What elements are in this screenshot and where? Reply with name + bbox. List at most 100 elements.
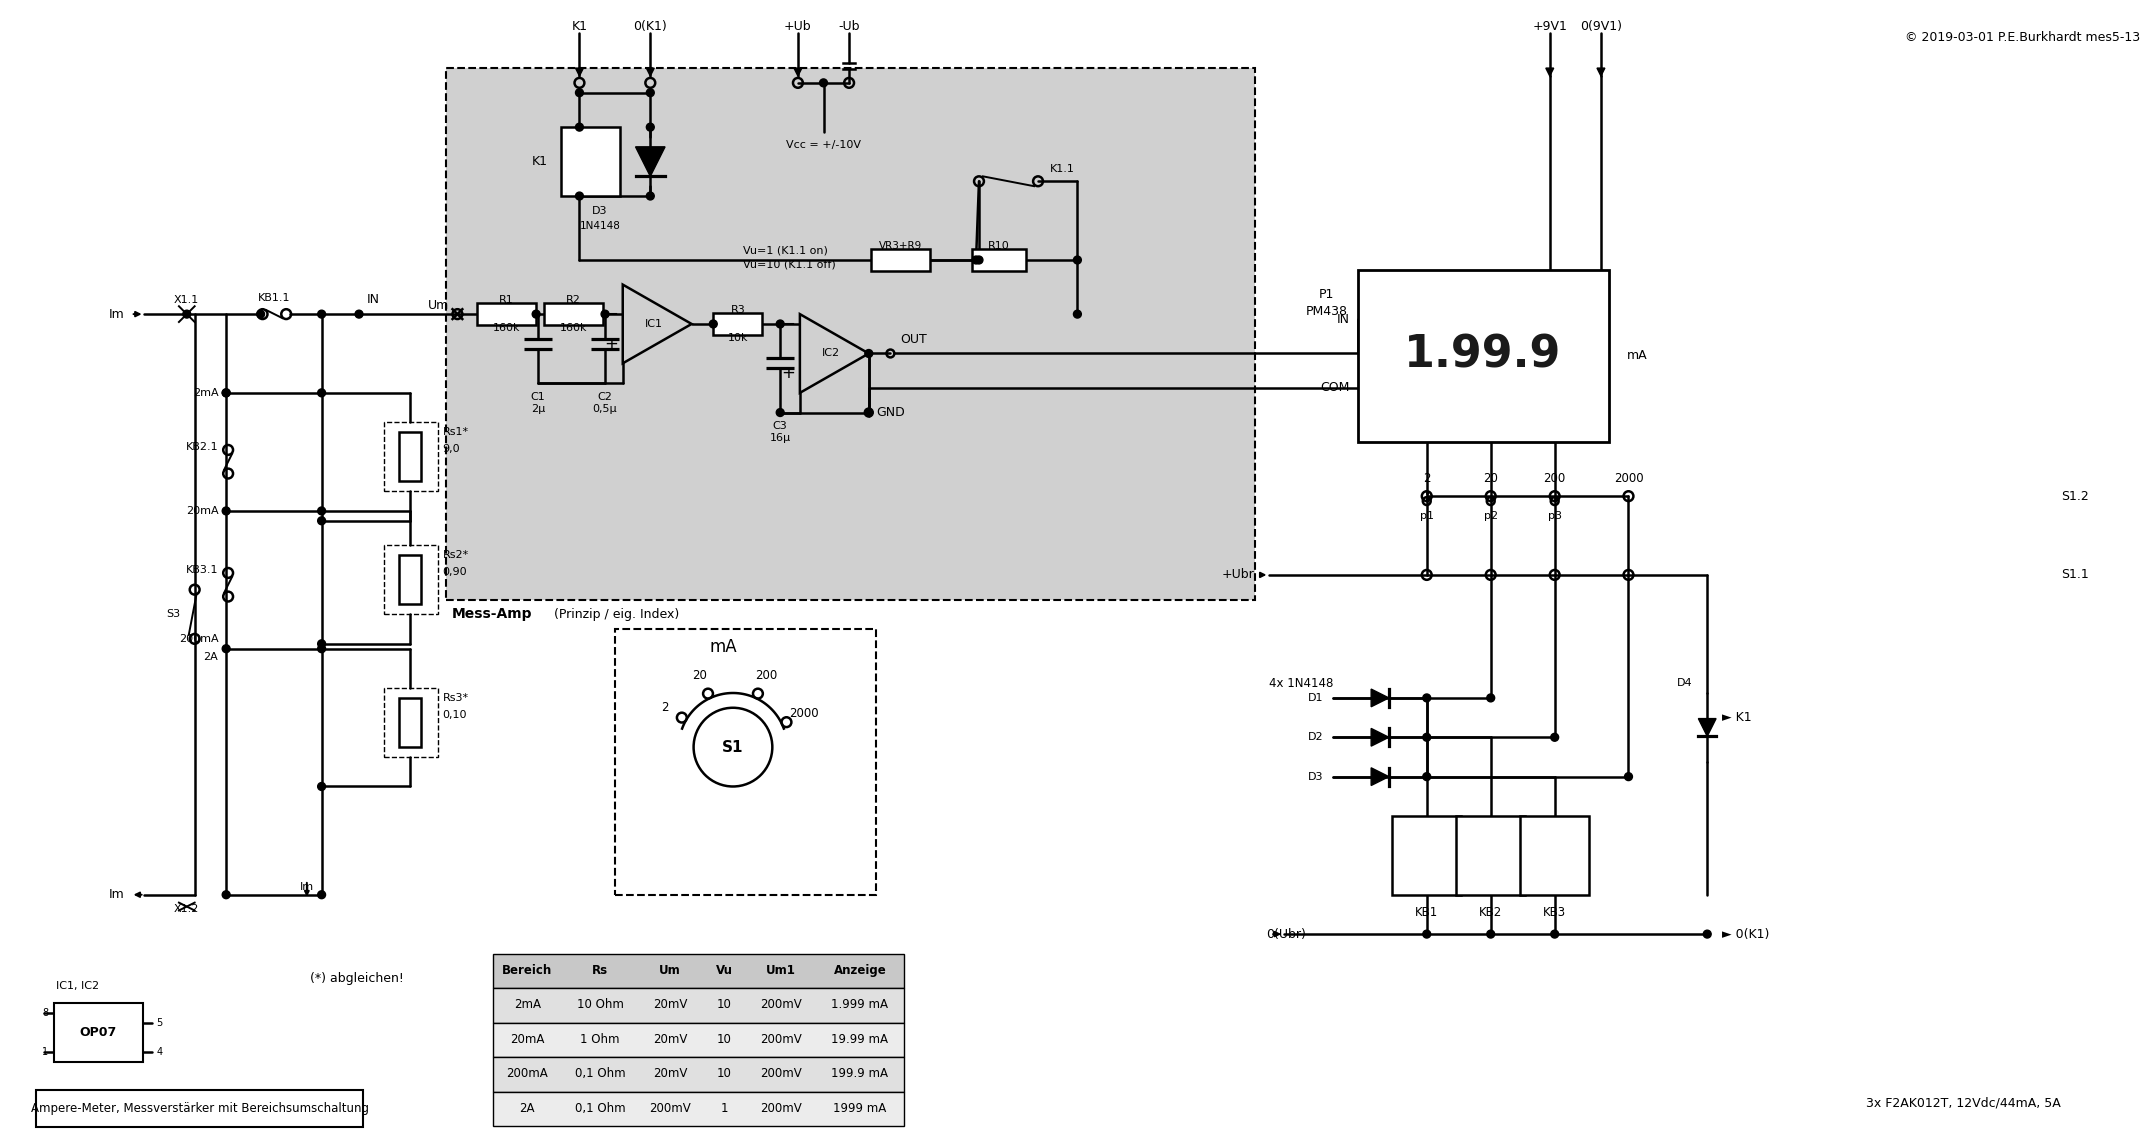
- Text: K1.1: K1.1: [1049, 164, 1075, 174]
- Circle shape: [709, 320, 717, 328]
- Text: ► 0(K1): ► 0(K1): [1721, 927, 1768, 941]
- Text: 1.999 mA: 1.999 mA: [831, 998, 887, 1012]
- Circle shape: [775, 409, 784, 417]
- Text: D1: D1: [1307, 693, 1323, 703]
- Text: Um1: Um1: [767, 964, 797, 978]
- Text: 2: 2: [661, 701, 668, 715]
- Bar: [493, 988, 905, 1023]
- Text: 2μ: 2μ: [532, 404, 545, 413]
- Text: Rs2*: Rs2*: [444, 551, 470, 560]
- Text: 9,0: 9,0: [444, 444, 461, 454]
- Bar: [383, 545, 437, 615]
- Bar: [493, 1091, 905, 1125]
- Text: 20: 20: [691, 669, 707, 683]
- Text: 20mA: 20mA: [510, 1033, 545, 1046]
- Text: R3: R3: [730, 305, 745, 315]
- Bar: [1357, 270, 1609, 442]
- Circle shape: [1624, 773, 1633, 781]
- Text: S1.1: S1.1: [2061, 568, 2089, 582]
- Text: 2A: 2A: [519, 1102, 534, 1115]
- Text: C2: C2: [597, 391, 612, 402]
- Text: −: −: [603, 305, 618, 323]
- Circle shape: [317, 783, 325, 791]
- Text: 200mV: 200mV: [648, 1102, 691, 1115]
- Text: 0,1 Ohm: 0,1 Ohm: [575, 1102, 625, 1115]
- Text: Vu=10 (K1.1 off): Vu=10 (K1.1 off): [743, 259, 836, 270]
- Polygon shape: [623, 284, 691, 363]
- Bar: [398, 432, 420, 481]
- Text: 2A: 2A: [202, 652, 218, 661]
- Text: Rs1*: Rs1*: [444, 427, 470, 437]
- Polygon shape: [1697, 718, 1717, 736]
- Bar: [37, 1089, 362, 1127]
- Circle shape: [866, 409, 872, 417]
- Text: 10 Ohm: 10 Ohm: [577, 998, 623, 1012]
- Polygon shape: [1372, 728, 1389, 747]
- Text: 20mV: 20mV: [653, 998, 687, 1012]
- Text: 5: 5: [157, 1017, 162, 1028]
- Circle shape: [317, 389, 325, 397]
- Bar: [476, 304, 536, 325]
- Circle shape: [1486, 930, 1495, 938]
- Text: (*) abgleichen!: (*) abgleichen!: [310, 972, 405, 984]
- Circle shape: [1424, 773, 1430, 781]
- Text: 0,10: 0,10: [444, 710, 467, 719]
- Text: OUT: OUT: [900, 332, 926, 346]
- Bar: [493, 1057, 905, 1091]
- Text: PM438: PM438: [1305, 305, 1348, 318]
- Circle shape: [694, 708, 773, 786]
- Text: R1: R1: [500, 296, 515, 305]
- Polygon shape: [795, 68, 801, 76]
- Circle shape: [1704, 930, 1710, 938]
- Polygon shape: [1596, 68, 1605, 76]
- Bar: [493, 1023, 905, 1057]
- Text: IN: IN: [1338, 313, 1351, 325]
- Circle shape: [222, 891, 230, 899]
- Circle shape: [866, 349, 872, 357]
- Polygon shape: [1372, 690, 1389, 707]
- Text: Um: Um: [429, 299, 450, 312]
- Text: mA: mA: [1626, 349, 1648, 362]
- Text: Bereich: Bereich: [502, 964, 551, 978]
- Text: +Ubr: +Ubr: [1221, 568, 1254, 582]
- Bar: [398, 555, 420, 604]
- Text: Vu=1 (K1.1 on): Vu=1 (K1.1 on): [743, 245, 827, 255]
- Text: P1: P1: [1318, 288, 1333, 300]
- Text: 2mA: 2mA: [515, 998, 541, 1012]
- Bar: [713, 313, 763, 335]
- Text: 2mA: 2mA: [192, 388, 218, 398]
- Text: Rs3*: Rs3*: [444, 693, 470, 703]
- Circle shape: [222, 389, 230, 397]
- Text: R10: R10: [989, 241, 1010, 251]
- Text: 0(K1): 0(K1): [633, 20, 668, 33]
- Text: 1.99.9: 1.99.9: [1404, 333, 1562, 377]
- Circle shape: [775, 320, 784, 328]
- Text: +: +: [782, 364, 795, 382]
- Text: K1: K1: [532, 155, 547, 168]
- Text: KB3: KB3: [1542, 906, 1566, 920]
- Text: 10k: 10k: [728, 332, 747, 343]
- Text: 4x 1N4148: 4x 1N4148: [1269, 677, 1333, 690]
- Bar: [54, 1003, 142, 1062]
- Text: -Ub: -Ub: [838, 20, 859, 33]
- Circle shape: [256, 311, 265, 318]
- Text: Mess-Amp: Mess-Amp: [452, 608, 532, 621]
- Circle shape: [222, 508, 230, 514]
- Bar: [383, 422, 437, 492]
- Text: 0,90: 0,90: [444, 567, 467, 577]
- Bar: [446, 68, 1254, 600]
- Text: S1.2: S1.2: [2061, 489, 2089, 503]
- Text: 0(9V1): 0(9V1): [1579, 20, 1622, 33]
- Text: 10: 10: [717, 998, 732, 1012]
- Text: C1: C1: [530, 391, 545, 402]
- Text: 200mV: 200mV: [760, 998, 801, 1012]
- Circle shape: [222, 389, 230, 397]
- Text: KB2: KB2: [1480, 906, 1501, 920]
- Bar: [1391, 816, 1460, 894]
- Circle shape: [646, 192, 655, 200]
- Circle shape: [819, 79, 827, 86]
- Circle shape: [183, 311, 192, 318]
- Bar: [1521, 816, 1590, 894]
- Text: 19.99 mA: 19.99 mA: [831, 1033, 887, 1046]
- Polygon shape: [1372, 768, 1389, 785]
